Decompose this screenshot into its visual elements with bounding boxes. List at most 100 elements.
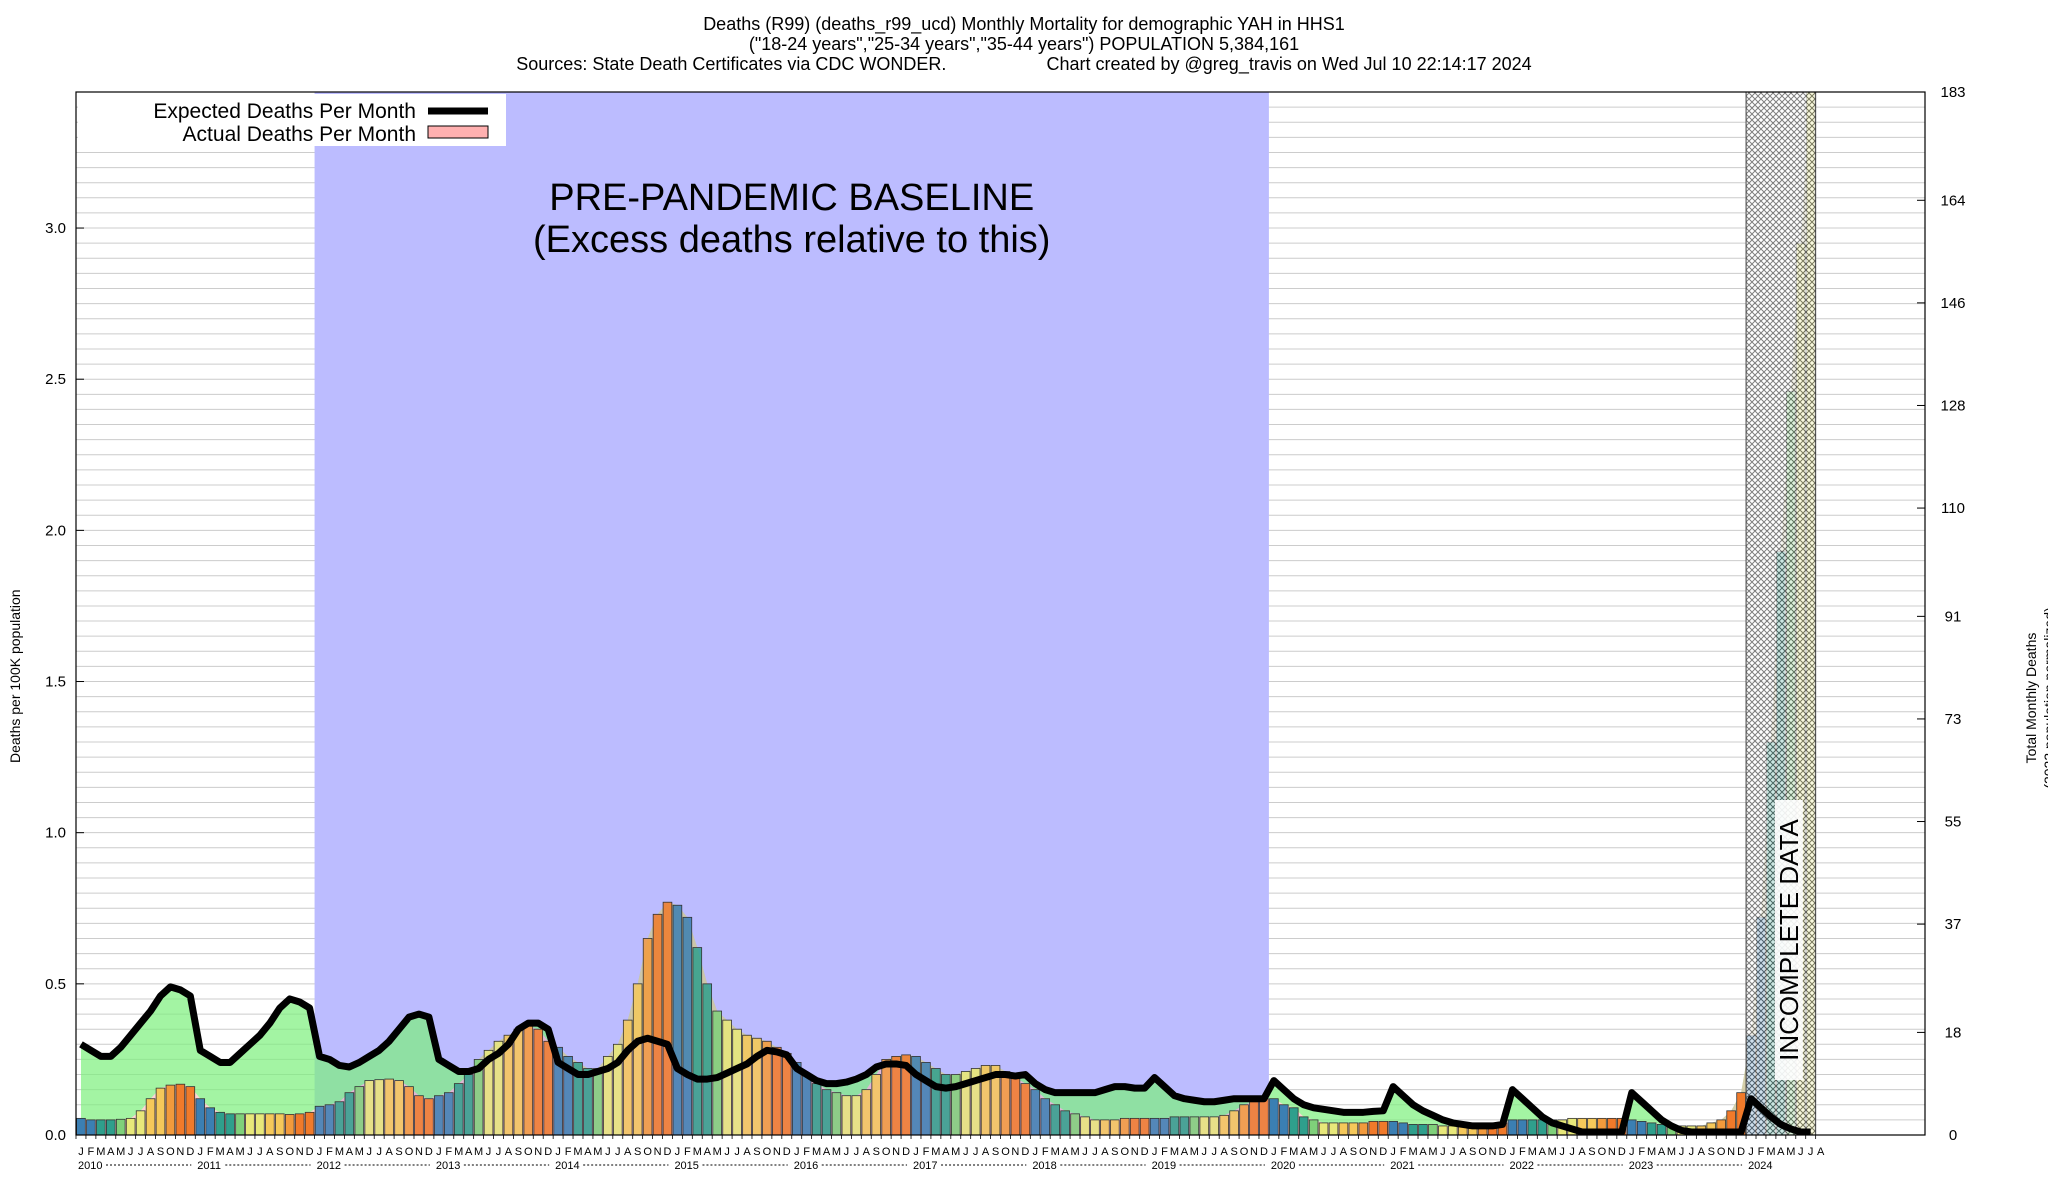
chart-sources: Sources: State Death Certificates via CD… [516,54,947,74]
data-bar [1308,1119,1319,1136]
data-bar [1368,1120,1379,1136]
month-tick-label: N [1369,1146,1377,1158]
y2-label-line-1: Total Monthly Deaths [2023,632,2039,764]
month-tick-label: J [1390,1146,1396,1158]
month-tick-label: J [1321,1146,1327,1158]
month-tick-label: J [436,1146,442,1158]
month-tick-label: M [216,1146,225,1158]
month-tick-label: F [1161,1146,1168,1158]
month-tick-label: O [1717,1146,1726,1158]
data-bar [1070,1113,1080,1136]
month-tick-label: A [107,1146,115,1158]
month-tick-label: F [207,1146,214,1158]
month-tick-label: J [247,1146,253,1158]
data-bar [115,1118,126,1136]
y2-tick-label: 0 [1949,1127,1957,1144]
month-tick-label: J [1689,1146,1695,1158]
year-label: 2020 [1271,1160,1295,1172]
data-bar [1418,1124,1428,1136]
y2-tick-label: 18 [1945,1024,1962,1041]
data-bar [1179,1116,1190,1136]
month-tick-label: N [1250,1146,1258,1158]
year-label: 2024 [1748,1160,1772,1172]
data-bar [1269,1098,1279,1136]
data-bar [1527,1119,1538,1136]
month-tick-label: J [367,1146,373,1158]
year-label: 2023 [1629,1160,1653,1172]
month-tick-label: M [1528,1146,1537,1158]
chart-subtitle: ("18-24 years","25-34 years","35-44 year… [748,34,1300,54]
data-bar [652,913,663,1136]
month-tick-label: J [734,1146,740,1158]
baseline-region [314,92,1269,1135]
month-tick-label: M [713,1146,722,1158]
month-tick-label: M [1408,1146,1417,1158]
month-tick-label: J [794,1146,800,1158]
month-tick-label: M [573,1146,582,1158]
data-bar [255,1113,265,1136]
year-label: 2017 [913,1160,937,1172]
month-tick-label: F [1042,1146,1049,1158]
data-bar [513,1028,524,1136]
data-bar [1626,1119,1637,1136]
month-tick-label: J [605,1146,611,1158]
year-label: 2016 [794,1160,818,1172]
data-bar [125,1117,136,1136]
data-bar [1636,1120,1647,1136]
data-bar [1438,1125,1448,1136]
month-tick-label: J [724,1146,730,1158]
data-bar [1159,1117,1170,1136]
month-tick-label: A [1459,1146,1467,1158]
month-tick-label: J [78,1146,84,1158]
year-label: 2022 [1509,1160,1533,1172]
month-tick-label: S [395,1146,402,1158]
year-label: 2019 [1152,1160,1176,1172]
month-tick-label: J [1202,1146,1208,1158]
month-tick-label: M [335,1146,344,1158]
data-bar [195,1098,206,1136]
month-tick-label: M [1667,1146,1676,1158]
month-tick-label: J [1679,1146,1685,1158]
chart-sources-line: Sources: State Death Certificates via CD… [0,54,2048,74]
month-tick-label: J [1082,1146,1088,1158]
data-bar [1110,1119,1120,1136]
data-bar [1060,1110,1070,1136]
month-tick-label: J [555,1146,561,1158]
month-tick-label: F [1400,1146,1407,1158]
month-tick-label: A [584,1146,592,1158]
month-tick-label: M [832,1146,841,1158]
data-bar [314,1105,325,1136]
month-tick-label: N [176,1146,184,1158]
data-bar [145,1098,156,1136]
year-label: 2021 [1390,1160,1414,1172]
legend-actual-swatch [427,125,489,139]
month-tick-label: M [116,1146,125,1158]
data-bar [225,1113,235,1136]
month-tick-label: A [1777,1146,1785,1158]
month-tick-label: J [1559,1146,1565,1158]
month-tick-label: F [1519,1146,1526,1158]
month-tick-label: M [931,1146,940,1158]
data-bar [1328,1122,1339,1136]
chart-title-block: Deaths (R99) (deaths_r99_ucd) Monthly Mo… [0,14,2048,74]
data-bar [1000,1071,1011,1136]
month-tick-label: O [405,1146,414,1158]
data-bar [1219,1114,1229,1136]
data-bar [821,1089,832,1136]
month-tick-label: S [515,1146,522,1158]
data-bar [1408,1124,1418,1136]
data-bar [1040,1098,1051,1136]
data-bar [682,916,693,1136]
month-tick-label: M [1428,1146,1437,1158]
month-tick-label: M [1309,1146,1318,1158]
data-bar [1318,1122,1329,1136]
data-bar [275,1113,285,1136]
month-tick-label: D [783,1146,791,1158]
month-tick-label: F [1638,1146,1645,1158]
month-tick-label: F [684,1146,691,1158]
data-bar [1199,1116,1210,1136]
month-tick-label: O [643,1146,652,1158]
data-bar [831,1092,842,1136]
month-tick-label: J [1510,1146,1516,1158]
data-bar [1646,1122,1657,1136]
